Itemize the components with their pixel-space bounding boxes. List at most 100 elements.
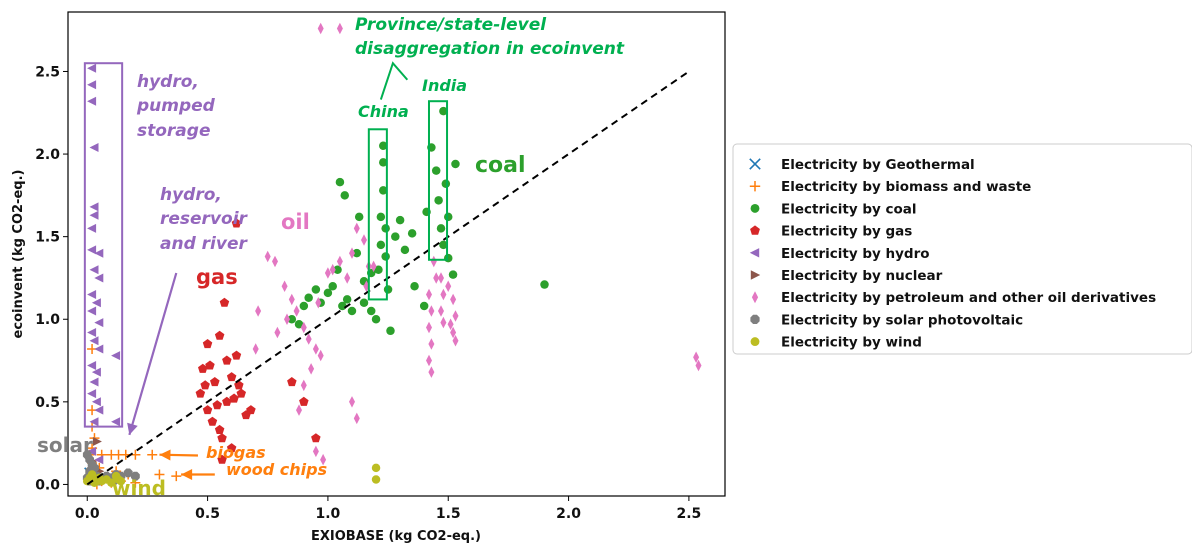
plot-marks [82, 22, 702, 490]
x-tick-label-3: 1.5 [436, 506, 461, 522]
point-s2-2 [299, 301, 309, 311]
point-s3-19 [246, 405, 256, 415]
point-s2-31 [407, 229, 417, 238]
point-s3-27 [287, 377, 297, 387]
annotation-hydro-reservoir-line3: and river [160, 234, 248, 254]
legend-marker-6 [751, 291, 759, 304]
annotation-gas: gas [196, 265, 238, 289]
annotation-biogas: biogas [206, 443, 266, 462]
x-tick-label-4: 2.0 [556, 506, 581, 522]
legend-box [732, 143, 1192, 355]
axes: 0.0 0.5 1.0 1.5 2.0 2.5 0.0 0.5 1.0 1.5 2.0 2.5 [35, 64, 701, 522]
point-s6-1 [336, 22, 343, 35]
point-s2-18 [374, 265, 383, 274]
point-s8-14 [371, 475, 381, 484]
point-s8-12 [87, 470, 97, 479]
point-s4-17 [94, 344, 104, 354]
y-tick-label-3: 1.5 [35, 230, 60, 246]
legend-marker-8 [750, 337, 760, 347]
point-s2-11 [342, 295, 352, 304]
point-s6-36 [450, 293, 457, 306]
point-s6-40 [430, 255, 437, 268]
point-s2-28 [391, 232, 400, 241]
point-s3-24 [212, 400, 222, 410]
series-6 [252, 22, 702, 466]
one-to-one-line [86, 70, 690, 486]
series-4 [87, 63, 121, 465]
point-s3-9 [226, 372, 237, 382]
india-box [427, 100, 449, 261]
point-s3-21 [229, 393, 239, 403]
point-s4-18 [87, 361, 97, 370]
point-s5-2 [92, 437, 102, 446]
point-s4-22 [91, 397, 101, 407]
point-s2-43 [443, 212, 453, 222]
point-s2-42 [443, 253, 453, 263]
annotation-oil: oil [281, 210, 310, 234]
point-s6-37 [452, 310, 459, 322]
point-s2-25 [381, 252, 390, 261]
point-s4-8 [94, 248, 104, 258]
legend-marker-3 [750, 225, 760, 235]
annotation-wood-chips: wood chips [226, 460, 327, 479]
point-s6-27 [428, 305, 435, 317]
point-s2-46 [540, 280, 549, 289]
y-tick-label-4: 2.0 [35, 147, 60, 163]
point-s2-24 [381, 224, 390, 233]
point-s2-49 [338, 301, 347, 311]
legend-marker-5 [750, 270, 761, 280]
legend: Electricity by Geothermal Electricity by … [732, 143, 1192, 355]
point-s4-27 [94, 455, 104, 465]
point-s7-14 [123, 468, 133, 478]
point-s2-45 [451, 159, 460, 169]
y-axis-label: ecoinvent (kg CO2-eq.) [11, 170, 26, 339]
point-s4-23 [94, 405, 104, 415]
point-s6-23 [353, 412, 360, 425]
point-s6-19 [296, 404, 302, 416]
point-s2-41 [441, 179, 451, 189]
point-s8-13 [371, 463, 381, 473]
point-s6-47 [284, 313, 290, 325]
point-s6-30 [426, 354, 432, 367]
point-s2-1 [294, 319, 304, 329]
point-s4-14 [94, 318, 104, 328]
point-s4-11 [87, 290, 97, 299]
point-s3-6 [207, 416, 218, 426]
point-s6-25 [320, 453, 327, 466]
x-tick-label-2: 1.0 [316, 506, 341, 522]
point-s4-4 [89, 202, 99, 212]
point-s6-20 [300, 379, 307, 392]
point-s6-13 [336, 255, 343, 268]
y-tick-label-1: 0.5 [35, 395, 60, 411]
point-s4-13 [87, 306, 97, 316]
point-s6-32 [438, 272, 444, 284]
x-tick-label-0: 0.0 [75, 506, 100, 522]
series-1 [84, 343, 182, 490]
annotation-disaggregation-line2: disaggregation in ecoinvent [355, 39, 625, 59]
legend-label-1: Electricity by biomass and waste [781, 179, 1031, 195]
point-s2-20 [376, 212, 386, 222]
legend-label-5: Electricity by nuclear [781, 268, 943, 284]
point-s3-5 [202, 405, 213, 415]
point-s3-1 [219, 297, 230, 307]
x-tick-label-1: 0.5 [195, 506, 220, 522]
point-s4-1 [87, 80, 97, 90]
point-s4-15 [87, 328, 97, 337]
legend-label-8: Electricity by wind [781, 335, 922, 351]
point-s3-13 [214, 330, 225, 340]
point-s2-27 [386, 326, 395, 336]
point-s8-11 [116, 476, 126, 486]
point-s6-11 [324, 267, 331, 279]
point-s2-10 [340, 191, 350, 200]
hydro-reservoir-arrow-shaft [128, 272, 178, 436]
point-s3-10 [231, 350, 242, 360]
legend-marker-2 [750, 203, 760, 213]
point-s6-52 [447, 318, 454, 330]
annotation-hydro-reservoir-line2: reservoir [160, 209, 249, 229]
point-s6-38 [450, 326, 457, 339]
point-s3-16 [217, 433, 227, 443]
annotation-hydro-reservoir-line1: hydro, [160, 185, 222, 205]
point-s2-29 [395, 215, 405, 225]
x-tick-label-5: 2.5 [676, 506, 701, 522]
y-tick-label-0: 0.0 [35, 477, 60, 493]
